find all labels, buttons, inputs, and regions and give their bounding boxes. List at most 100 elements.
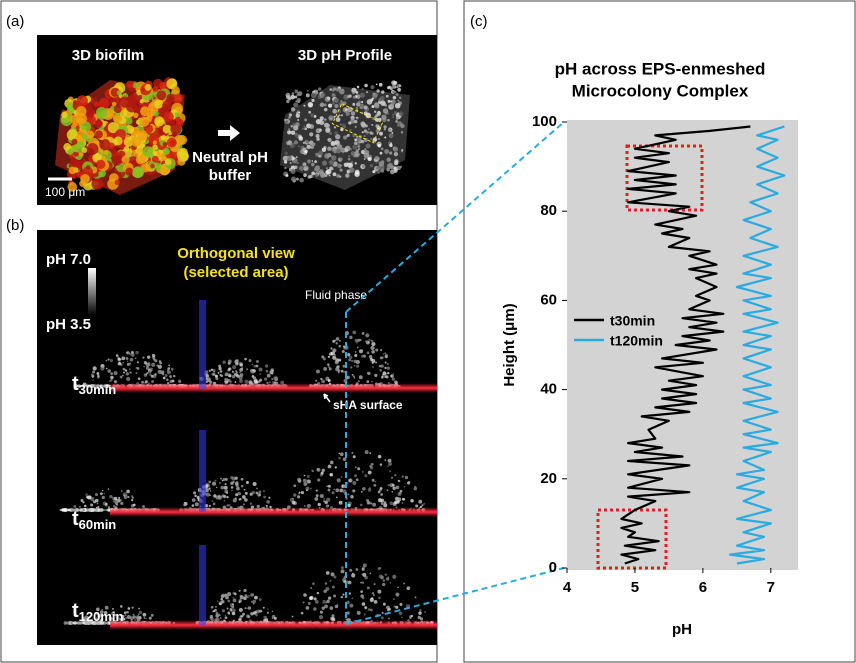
ph-speck [336,87,340,91]
ph-speck [110,372,113,375]
ph-speck [268,497,270,499]
ph-speck [392,113,394,115]
ph-speck [93,366,97,370]
ph-speck [328,465,332,469]
ph-speck [351,573,355,577]
ph-speck [320,116,324,120]
ph-speck [348,478,352,482]
ph-speck [329,132,332,135]
biofilm-cell [163,148,170,155]
ph-speck [139,611,143,615]
ph-speck [232,371,234,373]
ph-speck [297,478,301,482]
ph-speck [392,491,394,493]
ph-speck [418,616,421,619]
ph-speck [375,156,379,160]
ph-speck [286,95,290,99]
ph-speck [385,354,388,357]
ph-speck [210,615,213,618]
ph-speck [151,380,154,383]
ph-speck [115,501,118,504]
ph-speck [220,598,223,601]
ph-speck [306,140,309,143]
biofilm-cell [82,147,88,153]
ph-speck [108,358,110,360]
ph-speck [401,149,403,151]
ph-speck [332,586,335,589]
ph-speck [224,486,228,490]
ph-speck [391,375,393,377]
ph-speck [311,99,314,102]
ph-speck [291,107,295,111]
ph-speck [206,374,209,377]
ph-speck [362,568,364,570]
ph-speck [307,90,309,92]
ph-speck [93,500,96,503]
ph-speck [210,494,212,496]
ph-speck [402,498,405,501]
ph-speck [348,493,350,495]
ph-speck [319,120,324,125]
ph-speck [309,132,313,136]
ph-speck [316,138,319,141]
ph-speck [162,373,164,375]
ph-speck [368,157,372,161]
ph-speck [396,486,400,490]
ph-speck [387,489,389,491]
ph-speck [387,576,389,578]
ph-speck [371,597,373,599]
ph-speck [369,465,372,468]
biofilm-cell [75,152,79,156]
ph-speck [415,596,417,598]
ph-speck [315,165,320,170]
ph-speck [244,358,247,361]
ph-speck [234,592,237,595]
ph-speck [384,501,387,504]
ph-speck [211,606,214,609]
ph-speck [389,151,392,154]
ph-speck [333,576,336,579]
time-sub: 30min [79,382,117,397]
ph-speck [68,509,70,511]
ph-speck [314,597,317,600]
ph-speck [294,165,298,169]
ph-speck [128,607,131,610]
ph-speck [366,380,369,383]
biofilm-cell [80,174,90,184]
ph-speck [349,569,352,572]
ph-speck [386,606,390,610]
ph-speck [287,156,293,162]
ph-speck [354,141,358,145]
ph-speck [383,503,387,507]
ph-speck [326,167,328,169]
ph-speck [378,491,381,494]
ph-speck [323,367,327,371]
ph-speck [125,357,128,360]
ph-speck [324,604,328,608]
biofilm-cell [150,164,155,169]
ph-speck [362,582,364,584]
biofilm-cell [125,168,133,176]
ph-speck [379,369,382,372]
ph-speck [387,119,390,122]
ph-speck [342,350,345,353]
ph-speck [236,487,240,491]
ph-speck [236,371,238,373]
biofilm-cell [117,90,122,95]
ph-speck [225,616,228,619]
chart-title: pH across EPS-enmeshed [555,59,766,78]
y-tick-label: 100 [532,113,557,130]
ph-speck [380,96,385,101]
ph-speck [320,103,325,108]
ph-speck [222,360,225,363]
ph-speck [216,496,220,500]
ph-speck [100,508,104,512]
ph-speck [129,371,131,373]
ph-speck [118,362,121,365]
ph-speck [337,478,341,482]
ph-speck [359,138,362,141]
ph-speck [239,498,241,500]
ph-speck [244,489,246,491]
ph-speck [362,131,364,133]
ph-speck [384,459,386,461]
